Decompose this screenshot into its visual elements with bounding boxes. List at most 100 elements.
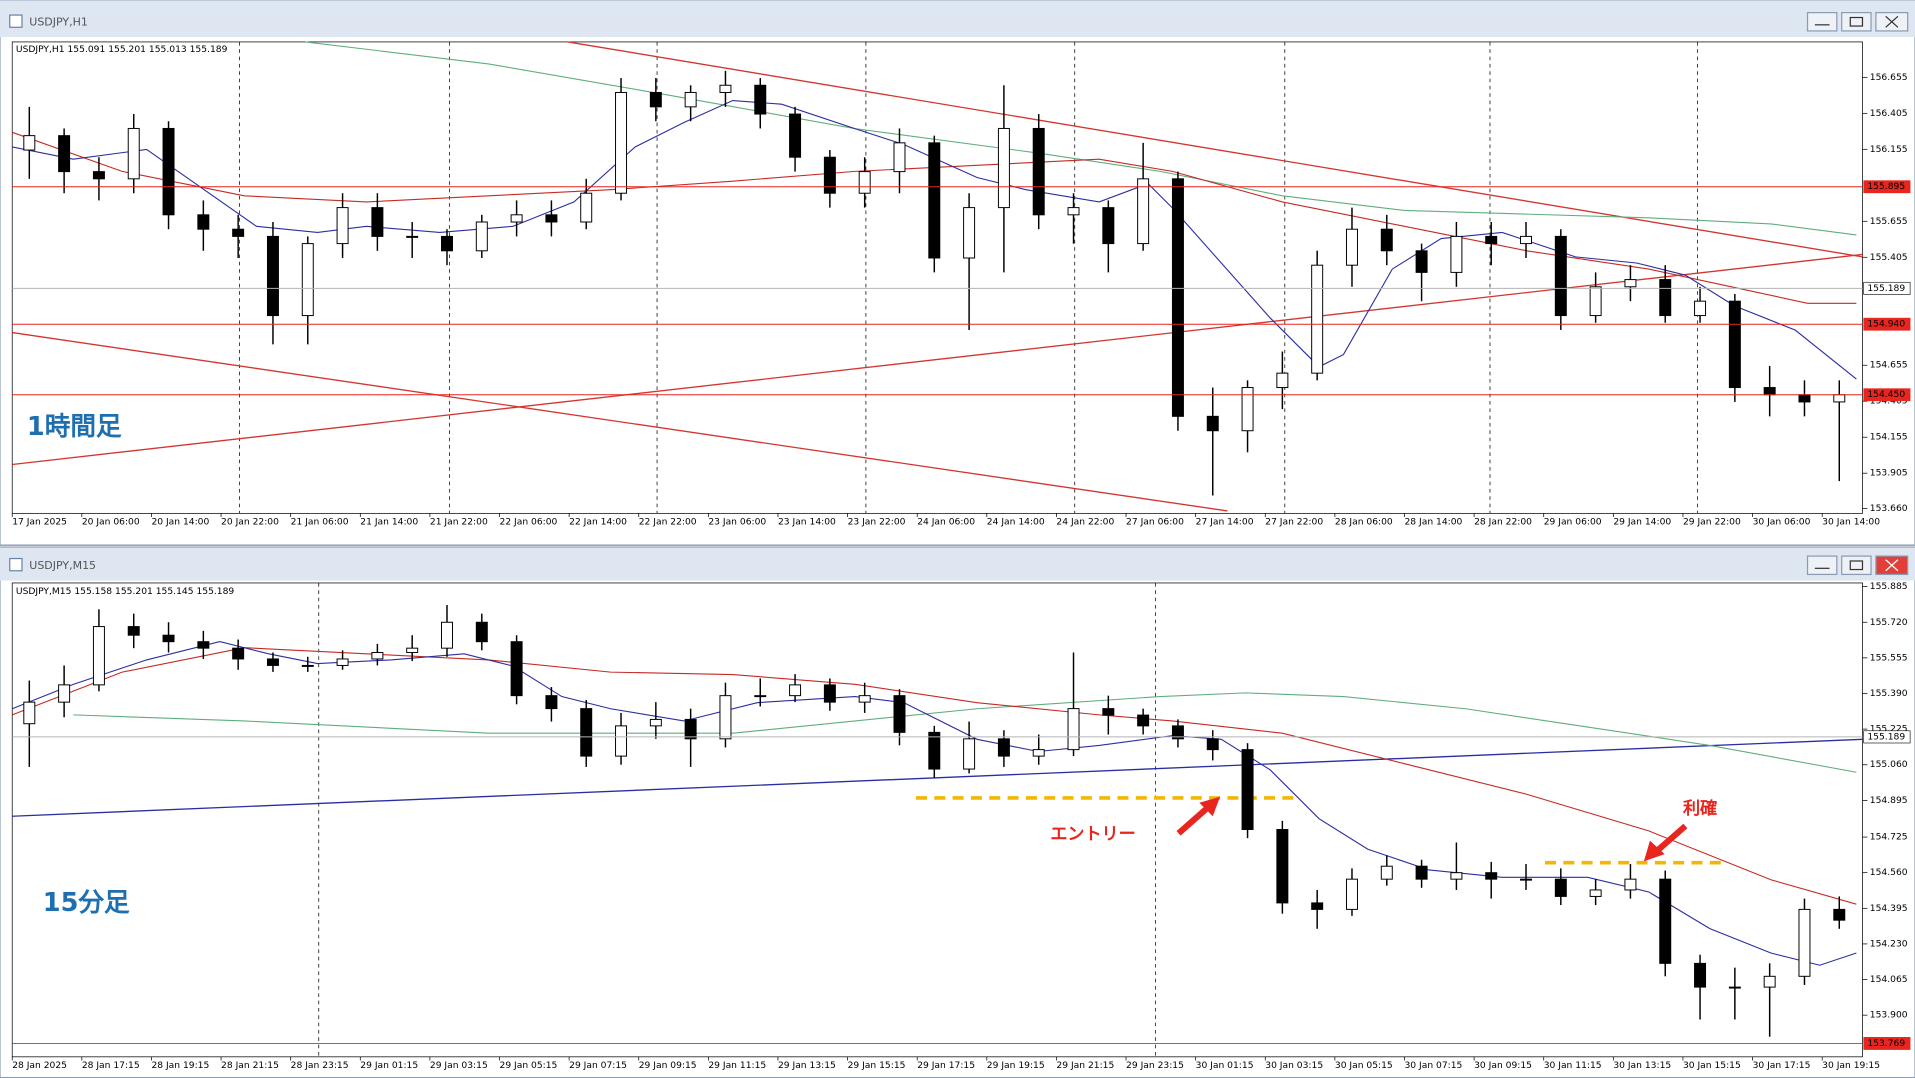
candle-body <box>789 113 802 158</box>
candle-body <box>1032 749 1045 757</box>
candle-body <box>301 243 314 317</box>
x-tick-label: 20 Jan 14:00 <box>151 517 209 527</box>
candle-body <box>754 695 767 698</box>
x-tick-label: 17 Jan 2025 <box>12 517 67 527</box>
x-tick-label: 28 Jan 19:15 <box>151 1061 209 1071</box>
x-tick-label: 22 Jan 22:00 <box>639 517 697 527</box>
x-tick-label: 21 Jan 22:00 <box>430 517 488 527</box>
candle-body <box>893 142 906 173</box>
candle-body <box>858 171 871 194</box>
candle-body <box>1380 228 1393 252</box>
candle-body <box>1102 207 1115 245</box>
x-tick-label: 21 Jan 06:00 <box>291 517 349 527</box>
y-tick-label: 154.655 <box>1870 361 1908 371</box>
candle-body <box>1241 749 1254 830</box>
candle-body <box>1763 387 1776 396</box>
candle-body <box>266 235 279 317</box>
candle-body <box>1728 300 1741 389</box>
x-tick-label: 28 Jan 23:15 <box>291 1061 349 1071</box>
x-tick-label: 29 Jan 14:00 <box>1613 517 1671 527</box>
x-tick-label: 24 Jan 22:00 <box>1056 517 1114 527</box>
price-tag-label: 155.189 <box>1867 732 1905 742</box>
window <box>0 546 1915 1078</box>
maximize-button[interactable] <box>1841 555 1872 576</box>
minimize-button[interactable] <box>1806 12 1838 32</box>
price-tag <box>1863 281 1911 295</box>
day-separators <box>239 41 1698 514</box>
x-tick-label: 27 Jan 06:00 <box>1126 517 1184 527</box>
candle-body <box>1763 975 1776 988</box>
arrow <box>1654 823 1688 854</box>
candle-body <box>1520 235 1532 245</box>
candle-body <box>893 695 906 733</box>
x-tick-label: 29 Jan 05:15 <box>500 1061 558 1071</box>
candle-body <box>997 738 1010 757</box>
candle-body <box>545 214 558 223</box>
price-tag <box>1863 317 1911 331</box>
candle-body <box>545 695 558 710</box>
candle-body <box>1659 878 1672 964</box>
price-tag-label: 154.940 <box>1867 320 1905 330</box>
icon <box>1885 559 1899 572</box>
y-tick-label: 155.405 <box>1870 253 1908 263</box>
candle-body <box>441 235 453 252</box>
candle-body <box>1833 908 1846 921</box>
candle-body <box>928 731 941 770</box>
moving-average <box>12 641 1857 966</box>
x-tick-label: 22 Jan 14:00 <box>569 517 627 527</box>
candle-body <box>649 718 662 727</box>
candle-body <box>1206 738 1219 751</box>
candle-body <box>684 718 697 740</box>
plot-frame <box>11 41 1863 514</box>
x-tick-label: 29 Jan 22:00 <box>1683 517 1741 527</box>
y-tick-label: 155.390 <box>1870 689 1908 699</box>
x-tick-label: 30 Jan 03:15 <box>1265 1061 1323 1071</box>
candle-body <box>475 621 488 643</box>
icon <box>1849 16 1864 27</box>
timeframe-label: 1時間足 <box>27 412 122 442</box>
candle-body <box>406 235 419 238</box>
title-bar <box>0 547 1915 581</box>
x-tick-label: 29 Jan 17:15 <box>917 1061 975 1071</box>
y-tick-label: 154.155 <box>1870 433 1908 443</box>
maximize-button[interactable] <box>1841 12 1872 32</box>
x-tick-label: 30 Jan 14:00 <box>1822 517 1880 527</box>
candle-body <box>1520 878 1532 881</box>
x-tick-label: 30 Jan 15:15 <box>1683 1061 1741 1071</box>
x-tick-label: 23 Jan 06:00 <box>708 517 766 527</box>
candle-body <box>406 647 419 653</box>
y-tick-label: 154.065 <box>1870 975 1908 985</box>
arrow <box>1176 804 1212 836</box>
candle-body <box>649 91 662 108</box>
candle-body <box>1659 279 1672 317</box>
x-tick-label: 23 Jan 14:00 <box>778 517 836 527</box>
x-tick-label: 29 Jan 07:15 <box>569 1061 627 1071</box>
candle-body <box>1415 250 1428 273</box>
take-profit-annotation: 利確 <box>1683 798 1717 819</box>
candle-body <box>719 84 732 93</box>
candle-body <box>197 214 210 230</box>
candle-body <box>615 91 628 194</box>
window-icon <box>9 557 23 572</box>
window-title: USDJPY,M15 <box>29 559 96 572</box>
candle-body <box>1450 235 1463 273</box>
candle-body <box>1345 228 1358 266</box>
x-tick-label: 28 Jan 22:00 <box>1474 517 1532 527</box>
moving-average <box>305 41 1857 236</box>
price-tag <box>1863 730 1911 744</box>
x-tick-label: 22 Jan 06:00 <box>500 517 558 527</box>
window-icon <box>9 14 23 28</box>
minimize-button[interactable] <box>1806 555 1838 576</box>
candle-body <box>1554 878 1567 897</box>
candle-body <box>510 214 523 223</box>
price-tag-label: 155.189 <box>1867 284 1905 294</box>
y-tick-label: 154.895 <box>1870 796 1908 806</box>
candle-body <box>475 221 488 252</box>
x-tick-label: 29 Jan 15:15 <box>848 1061 906 1071</box>
x-tick-label: 27 Jan 22:00 <box>1265 517 1323 527</box>
x-tick-label: 28 Jan 06:00 <box>1335 517 1393 527</box>
x-tick-label: 24 Jan 06:00 <box>917 517 975 527</box>
candle-body <box>127 626 140 636</box>
